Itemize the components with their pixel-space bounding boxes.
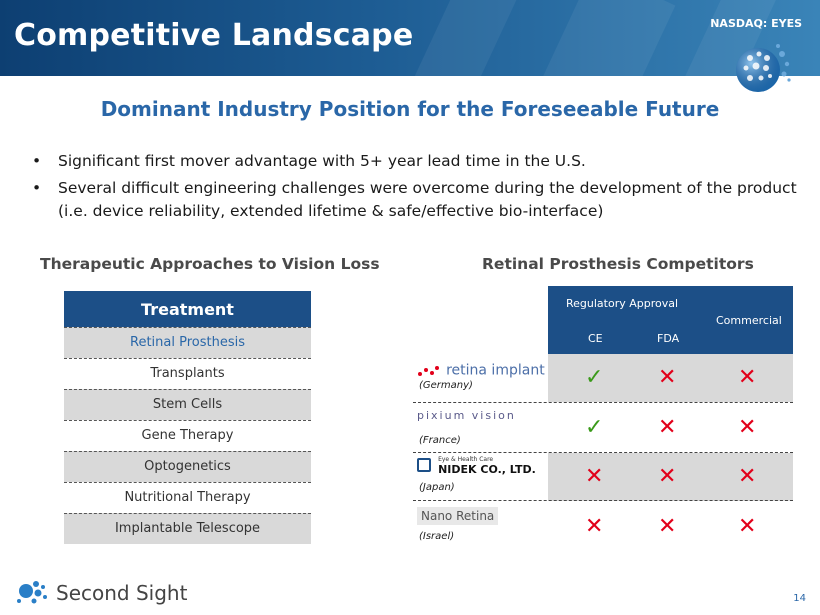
ce-status-cross-icon: ✕ [585,464,604,489]
bullet-list: • Significant first mover advantage with… [32,150,802,227]
right-section-heading: Retinal Prosthesis Competitors [482,255,754,273]
ticker-label: NASDAQ: EYES [710,17,802,30]
commercial-status-cross-icon: ✕ [738,365,757,390]
page-title: Competitive Landscape [14,18,414,53]
banner-ray [534,0,676,76]
table-row: Stem Cells [64,389,311,420]
fda-status-cross-icon: ✕ [658,464,677,489]
commercial-status-cross-icon: ✕ [738,415,757,440]
table-row: Implantable Telescope [64,513,311,544]
bullet-dot: • [32,179,42,197]
banner-ray [403,0,517,76]
competitor-row: Eye & Health Care NIDEK CO., LTD. (Japan… [413,452,793,501]
fda-status-cross-icon: ✕ [658,514,677,539]
competitor-row: Nano Retina (Israel) ✕ ✕ ✕ [413,500,793,549]
competitor-table-header: Regulatory Approval CE FDA Commercial [548,286,793,354]
table-row: Gene Therapy [64,420,311,451]
fda-status-cross-icon: ✕ [658,415,677,440]
bullet-item: • Significant first mover advantage with… [32,150,802,173]
ce-header: CE [588,332,603,345]
table-row: Transplants [64,358,311,389]
nidek-logo: Eye & Health Care NIDEK CO., LTD. [417,456,536,476]
country-label: (France) [419,435,461,446]
bullet-text: Significant first mover advantage with 5… [58,152,586,170]
country-label: (Germany) [419,380,473,391]
fda-header: FDA [657,332,680,345]
pixium-logo: pixium vision [417,409,516,422]
row-band [548,354,793,402]
bullet-dot: • [32,152,42,170]
brand-name: Second Sight [56,581,188,605]
page-number: 14 [793,593,806,604]
globe-dots-icon [736,44,791,92]
country-label: (Israel) [419,531,455,542]
commercial-status-cross-icon: ✕ [738,464,757,489]
country-label: (Japan) [419,482,455,493]
retina-dots-icon [418,365,439,376]
header-banner: Competitive Landscape NASDAQ: EYES [0,0,820,76]
regulatory-header: Regulatory Approval [566,297,679,310]
ce-status-check-icon: ✓ [585,415,604,440]
logo-text: retina implant [446,362,545,379]
bullet-item: • Several difficult engineering challeng… [32,177,802,223]
logo-tagline: Eye & Health Care [438,456,494,463]
second-sight-logo-icon [17,581,47,604]
ce-status-cross-icon: ✕ [585,514,604,539]
fda-status-cross-icon: ✕ [658,365,677,390]
nidek-mark-icon [417,458,431,472]
competitor-row: retina implant (Germany) ✓ ✕ ✕ [413,354,793,402]
retina-implant-logo: retina implant [417,360,545,379]
table-row: Retinal Prosthesis [64,327,311,358]
commercial-header: Commercial [716,314,782,327]
logo-text: NIDEK CO., LTD. [438,463,536,476]
logo-text: Nano Retina [421,509,495,523]
page-subtitle: Dominant Industry Position for the Fores… [100,97,720,121]
treatment-table: Treatment Retinal Prosthesis Transplants… [64,291,311,544]
commercial-status-cross-icon: ✕ [738,514,757,539]
nano-retina-logo: Nano Retina [417,507,499,525]
table-row: Optogenetics [64,451,311,482]
left-section-heading: Therapeutic Approaches to Vision Loss [40,255,380,273]
table-row: Nutritional Therapy [64,482,311,513]
bullet-text: Several difficult engineering challenges… [58,179,797,220]
competitor-row: pixium vision (France) ✓ ✕ ✕ [413,402,793,453]
ce-status-check-icon: ✓ [585,365,604,390]
row-band [548,453,793,501]
logo-text: pixium vision [417,409,516,422]
treatment-table-header: Treatment [64,291,311,327]
